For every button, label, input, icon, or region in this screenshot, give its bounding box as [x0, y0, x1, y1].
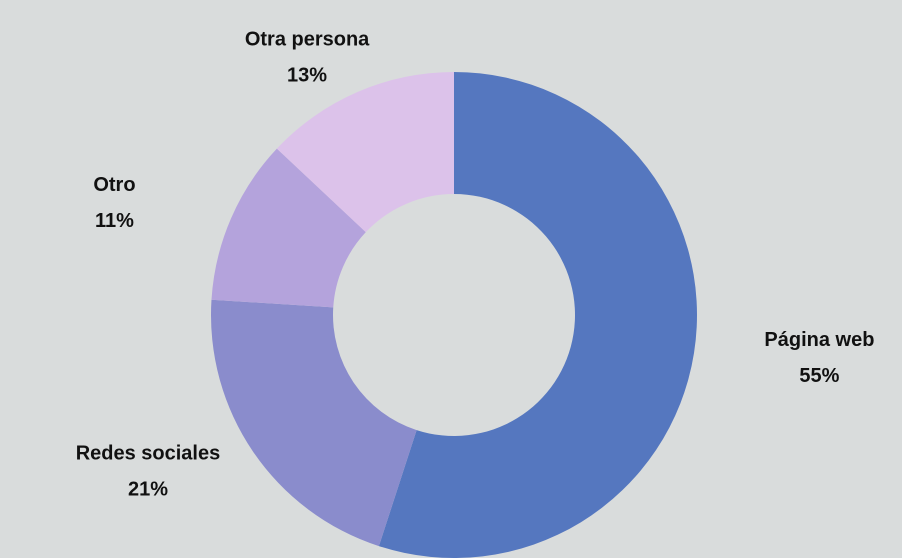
- donut-slice: [211, 299, 417, 547]
- donut-slice: [211, 148, 366, 308]
- donut-slice: [378, 72, 698, 558]
- slice-value-label: 13%: [287, 64, 327, 86]
- slice-value-label: 55%: [799, 365, 839, 387]
- donut-slice: [276, 72, 454, 233]
- slice-label: Redes sociales: [76, 443, 221, 465]
- slice-label: Otro: [93, 174, 135, 196]
- slice-value-label: 21%: [128, 479, 168, 501]
- slice-label: Página web: [764, 329, 874, 351]
- slice-label: Otra persona: [245, 28, 370, 50]
- slice-value-label: 11%: [95, 210, 134, 232]
